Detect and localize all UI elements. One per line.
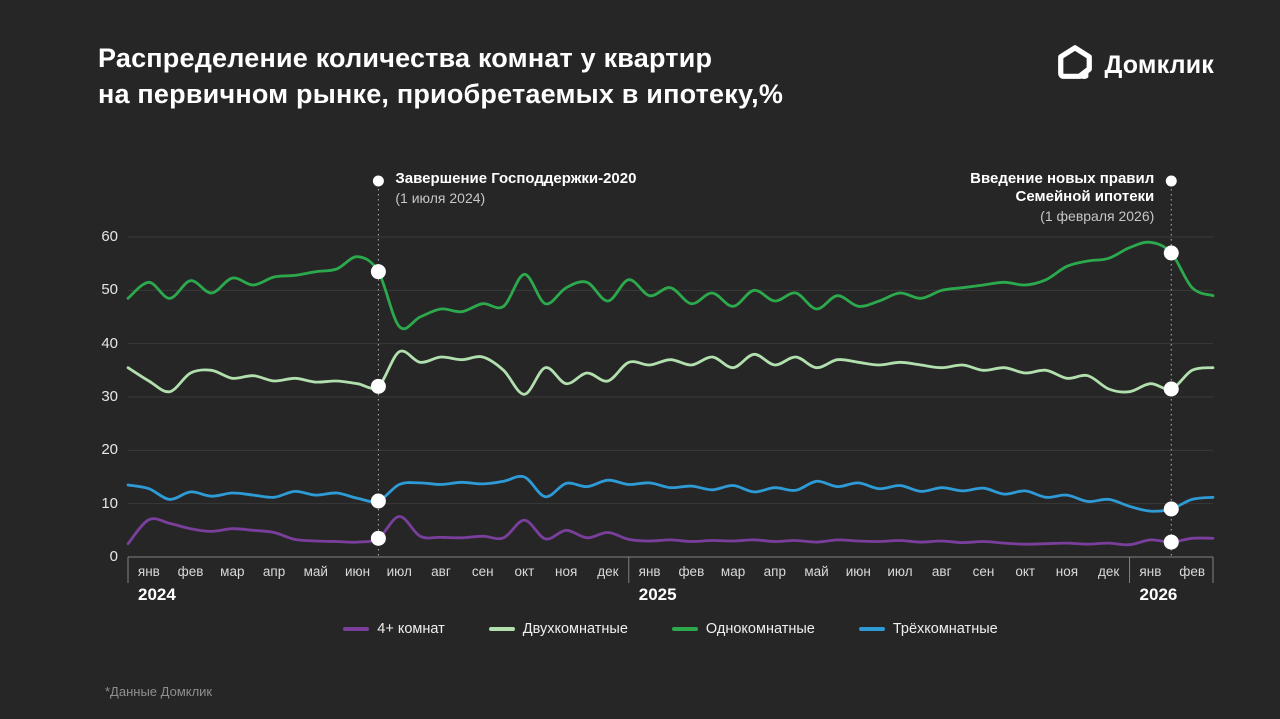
x-tick-label: ноя (1055, 564, 1079, 579)
y-tick-label: 60 (101, 228, 118, 245)
year-label: 2026 (1139, 585, 1178, 604)
x-tick-label: янв (1139, 564, 1162, 579)
x-tick-label: май (303, 564, 328, 579)
event-annotation-1: Введение новых правил Семейной ипотеки (1 … (970, 170, 1154, 225)
x-tick-label: ноя (555, 564, 578, 579)
event-annotation-title: Завершение Господдержки-2020 (395, 170, 637, 187)
event-marker-dot (1163, 534, 1179, 550)
legend-swatch (671, 627, 698, 631)
legend-label: Однокомнатные (705, 621, 815, 637)
y-tick-label: 20 (101, 441, 118, 459)
year-label: 2025 (638, 585, 677, 604)
legend-label: Двухкомнатные (522, 621, 628, 637)
y-tick-label: 50 (101, 281, 118, 299)
event-marker-dot (1163, 381, 1179, 397)
legend-swatch (488, 627, 515, 631)
brand-name: Домклик (1104, 51, 1214, 79)
brand-logo: Домклик (1056, 44, 1214, 87)
x-tick-label: сен (471, 564, 494, 579)
page-title-line1: Распределение количества комнат у кварти… (98, 43, 713, 73)
event-annotation-date: (1 февраля 2026) (1040, 208, 1155, 224)
y-tick-label: 40 (101, 334, 118, 352)
x-tick-label: авг (931, 564, 952, 579)
legend-item: Двухкомнатные (488, 621, 628, 637)
x-tick-label: янв (638, 564, 661, 579)
event-marker-dot (370, 530, 386, 546)
x-tick-label: мар (220, 564, 245, 579)
event-annotation-date: (1 июля 2024) (395, 190, 486, 206)
x-tick-label: июн (845, 564, 871, 579)
x-tick-label: янв (137, 564, 160, 579)
event-top-dot (372, 175, 384, 187)
event-marker-dot (1163, 501, 1179, 517)
page-title-line2: на первичном рынке, приобретаемых в ипот… (98, 79, 784, 109)
event-marker-dot (370, 378, 386, 394)
x-tick-label: авг (431, 564, 451, 579)
legend-label: 4+ комнат (377, 621, 445, 637)
legend-swatch (343, 627, 370, 631)
x-tick-label: май (804, 564, 829, 579)
event-marker-dot (1163, 245, 1179, 261)
x-tick-label: апр (262, 564, 286, 579)
legend-item: Однокомнатные (671, 621, 815, 637)
legend-swatch (858, 627, 885, 631)
legend-item: Трёхкомнатные (858, 621, 998, 637)
x-tick-label: дек (1098, 564, 1120, 579)
y-tick-label: 0 (109, 548, 118, 565)
x-tick-label: дек (597, 564, 619, 579)
event-marker-dot (370, 264, 386, 280)
x-tick-label: мар (720, 564, 746, 579)
data-source-footnote: *Данные Домклик (105, 684, 213, 699)
series-line-3 (126, 515, 1215, 547)
x-tick-label: апр (763, 564, 786, 579)
event-marker-dot (370, 493, 386, 509)
x-tick-label: фев (177, 564, 204, 579)
event-annotation-0: Завершение Господдержки-2020 (1 июля 2024… (395, 170, 636, 207)
event-annotation-title: Семейной ипотеки (1015, 188, 1155, 205)
chart-legend: 4+ комнат Двухкомнатные Однокомнатные Трёхк… (128, 621, 1213, 637)
event-annotation-title: Введение новых правил (970, 170, 1155, 187)
page-title: Распределение количества комнат у кварти… (98, 40, 783, 112)
event-top-dot (1165, 175, 1177, 187)
x-tick-label: окт (1015, 564, 1036, 579)
series-line-1 (126, 349, 1215, 396)
x-tick-label: июл (386, 564, 412, 579)
x-tick-label: июн (344, 564, 371, 579)
x-tick-label: июл (887, 564, 913, 579)
series-line-2 (126, 474, 1215, 513)
x-tick-label: фев (1179, 564, 1206, 579)
legend-label: Трёхкомнатные (892, 621, 998, 637)
x-tick-label: окт (514, 564, 535, 579)
y-tick-label: 30 (101, 388, 118, 405)
domclick-house-icon (1056, 44, 1094, 87)
legend-item: 4+ комнат (343, 621, 445, 637)
year-label: 2024 (138, 585, 176, 604)
series-line-0 (126, 240, 1215, 331)
x-tick-label: сен (972, 564, 995, 579)
y-tick-label: 10 (101, 494, 118, 512)
x-tick-label: фев (678, 564, 705, 579)
